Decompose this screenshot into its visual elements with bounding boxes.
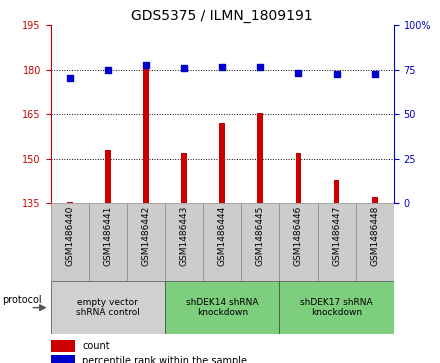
Text: percentile rank within the sample: percentile rank within the sample [82, 356, 247, 363]
Point [104, 67, 111, 73]
Text: GSM1486447: GSM1486447 [332, 205, 341, 266]
Bar [203, 203, 241, 281]
Point [180, 65, 187, 71]
Text: protocol: protocol [2, 295, 42, 305]
Bar [356, 203, 394, 281]
Bar [318, 203, 356, 281]
Bar [67, 202, 73, 203]
Title: GDS5375 / ILMN_1809191: GDS5375 / ILMN_1809191 [131, 9, 313, 23]
Bar [89, 203, 127, 281]
Point [371, 72, 378, 77]
Bar [257, 113, 263, 203]
Bar [165, 203, 203, 281]
Bar [51, 355, 75, 363]
Bar [181, 153, 187, 203]
Point [143, 62, 150, 68]
Bar [334, 180, 340, 203]
Text: GSM1486444: GSM1486444 [218, 205, 227, 266]
Bar [165, 281, 279, 334]
Point [333, 72, 340, 77]
Text: GSM1486442: GSM1486442 [141, 205, 150, 266]
Text: GSM1486440: GSM1486440 [65, 205, 74, 266]
Bar [279, 281, 394, 334]
Text: count: count [82, 341, 110, 351]
Bar [241, 203, 279, 281]
Bar [143, 68, 149, 203]
Point [66, 75, 73, 81]
Text: GSM1486448: GSM1486448 [370, 205, 379, 266]
Text: GSM1486441: GSM1486441 [103, 205, 112, 266]
Bar [296, 153, 301, 203]
Bar [279, 203, 318, 281]
Bar [51, 203, 89, 281]
Point [295, 70, 302, 76]
Text: shDEK17 shRNA
knockdown: shDEK17 shRNA knockdown [300, 298, 373, 317]
Bar [127, 203, 165, 281]
Text: GSM1486445: GSM1486445 [256, 205, 265, 266]
Bar [105, 150, 111, 203]
Point [219, 64, 226, 70]
Text: GSM1486443: GSM1486443 [180, 205, 189, 266]
Text: empty vector
shRNA control: empty vector shRNA control [76, 298, 140, 317]
Text: GSM1486446: GSM1486446 [294, 205, 303, 266]
Bar [51, 281, 165, 334]
Bar [51, 340, 75, 352]
Bar [372, 197, 378, 203]
Point [257, 64, 264, 70]
Text: shDEK14 shRNA
knockdown: shDEK14 shRNA knockdown [186, 298, 258, 317]
Bar [219, 123, 225, 203]
